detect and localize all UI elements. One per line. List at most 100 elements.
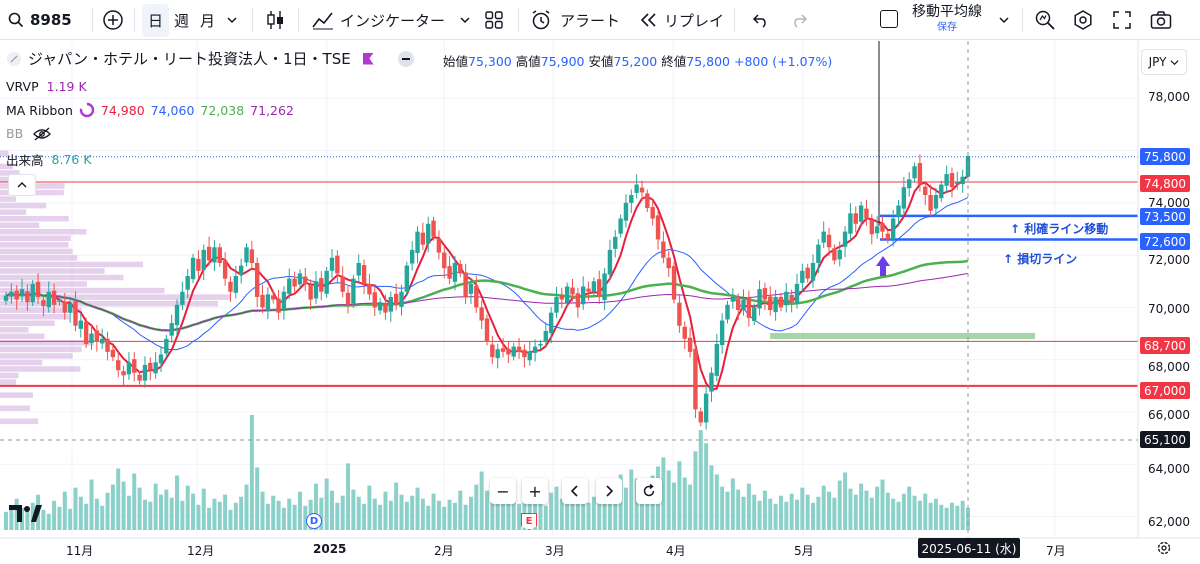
layout-dropdown[interactable] <box>998 0 1010 40</box>
candle-body <box>126 362 132 375</box>
volume-bar <box>110 484 115 530</box>
bb-legend[interactable]: BB <box>6 126 52 141</box>
vrvp-legend[interactable]: VRVP 1.19 K <box>6 79 87 94</box>
volume-bar <box>495 499 500 530</box>
price-chart[interactable] <box>0 41 1200 564</box>
volume-bar <box>265 503 270 530</box>
volume-bar <box>597 488 602 530</box>
ma3-value: 72,038 <box>200 102 245 118</box>
volume-bar <box>158 494 163 530</box>
candle-body <box>810 262 816 281</box>
interval-month-button[interactable]: 月 <box>200 11 216 30</box>
candle <box>190 253 196 284</box>
candle <box>960 169 965 193</box>
candle <box>645 189 650 213</box>
time-axis-label: 7月 <box>1046 544 1066 558</box>
candle <box>762 282 768 310</box>
volume-profile-bin <box>0 209 27 215</box>
volume-bar <box>324 478 329 530</box>
volume-bar <box>57 506 62 530</box>
redo-button[interactable] <box>790 0 808 40</box>
candle <box>201 244 206 280</box>
candle <box>25 284 30 311</box>
indicators-button[interactable]: インジケーター <box>312 0 471 40</box>
volume-bar <box>383 491 388 530</box>
horizontal-levels <box>0 156 1138 387</box>
hide-legend-button[interactable] <box>397 50 414 67</box>
candle-body <box>928 195 933 211</box>
layout-name-button[interactable]: 移動平均線 保存 <box>912 4 982 33</box>
volume-bar <box>928 502 933 530</box>
replay-button[interactable]: リプレイ <box>640 0 724 40</box>
minus-icon <box>401 57 410 60</box>
templates-button[interactable] <box>484 0 504 40</box>
candle-body <box>14 290 19 300</box>
interval-day-button[interactable]: 日 <box>142 0 170 40</box>
volume-bar <box>169 497 174 530</box>
volume-bar <box>661 457 666 530</box>
interval-dropdown[interactable] <box>226 0 238 40</box>
flag-icon[interactable] <box>362 52 374 65</box>
price-axis-label: 68,000 <box>1148 360 1190 374</box>
volume-profile-bin <box>0 359 43 366</box>
candle <box>752 303 757 325</box>
volume-bar <box>137 487 142 530</box>
ma-ribbon-legend[interactable]: MA Ribbon 74,980 74,060 72,038 71,262 <box>6 102 294 118</box>
volume-profile-bin <box>0 379 17 385</box>
candle-body <box>506 348 511 355</box>
undo-button[interactable] <box>752 0 770 40</box>
dividend-marker[interactable]: D <box>306 513 322 529</box>
reset-chart-button[interactable] <box>636 478 662 504</box>
chart-type-button[interactable] <box>266 0 286 40</box>
candles <box>3 151 971 430</box>
candle-body <box>874 226 880 234</box>
candle <box>602 267 607 311</box>
symbol-search-button[interactable]: 8985 <box>8 0 72 40</box>
time-axis-settings-button[interactable] <box>1156 540 1172 560</box>
layout-checkbox[interactable] <box>880 10 898 28</box>
candle <box>244 243 249 267</box>
currency-button[interactable]: JPY <box>1141 49 1187 75</box>
volume-bar <box>869 497 874 530</box>
volume-bar <box>46 513 51 530</box>
candle-body <box>105 338 110 352</box>
candle-body <box>949 173 955 188</box>
candle <box>158 347 164 372</box>
candle <box>832 244 837 265</box>
scroll-left-button[interactable] <box>562 478 588 504</box>
quick-search-button[interactable] <box>1034 0 1056 40</box>
scroll-right-button[interactable] <box>596 478 622 504</box>
interval-week-button[interactable]: 週 <box>174 11 190 30</box>
candle <box>281 286 287 320</box>
volume-bar <box>9 505 14 530</box>
fullscreen-button[interactable] <box>1112 0 1132 40</box>
eye-off-icon[interactable] <box>33 127 52 141</box>
settings-button[interactable] <box>1072 0 1094 40</box>
alert-button[interactable]: アラート <box>530 0 620 40</box>
candle-body <box>35 281 41 297</box>
candle <box>393 283 399 311</box>
candle <box>527 341 532 366</box>
compare-symbol-button[interactable] <box>102 0 124 40</box>
price-axis-label: 70,000 <box>1148 302 1190 316</box>
candle-body <box>399 291 404 307</box>
candle-body <box>196 258 201 271</box>
candle <box>516 338 522 359</box>
candle <box>206 236 212 266</box>
zoom-out-button[interactable]: − <box>490 478 516 504</box>
toolbar-divider <box>134 8 135 32</box>
candle-body <box>238 265 244 276</box>
snapshot-button[interactable] <box>1150 0 1172 40</box>
candle-body <box>960 176 965 185</box>
volume-bar <box>287 498 292 530</box>
candle <box>148 357 153 381</box>
collapse-legend-button[interactable] <box>8 174 36 196</box>
candle <box>41 294 46 317</box>
candle-body <box>687 337 693 352</box>
zoom-in-button[interactable]: + <box>522 478 548 504</box>
volume-legend[interactable]: 出来高 8.76 K <box>6 152 92 168</box>
candle-body <box>623 202 629 221</box>
candle-body <box>538 344 543 346</box>
ma-line <box>5 272 969 331</box>
earnings-marker[interactable]: E <box>521 513 537 530</box>
